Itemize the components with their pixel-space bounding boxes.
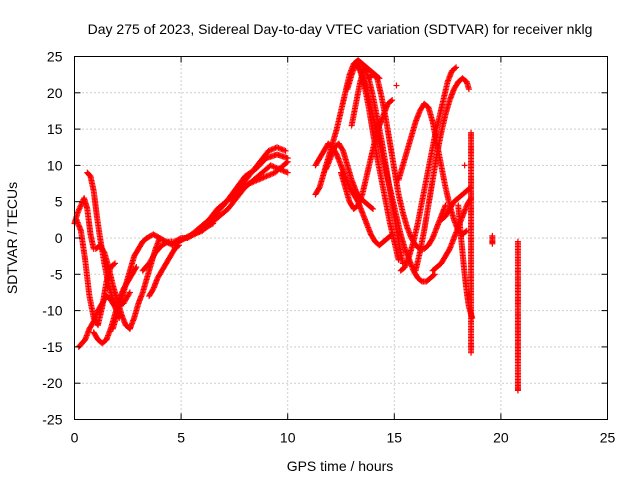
series-arc-31 (489, 232, 496, 247)
data-point (339, 146, 346, 153)
x-axis-tick-labels: 0 5 10 15 20 25 (71, 430, 616, 446)
data-point (389, 97, 396, 104)
series-isolated-1 (393, 82, 400, 89)
data-point (126, 290, 133, 297)
y-tick-label: -10 (42, 303, 62, 319)
y-tick-label: -25 (42, 412, 62, 428)
data-point (393, 82, 400, 89)
data-point (453, 64, 460, 71)
data-point (282, 147, 289, 154)
data-point (388, 97, 395, 104)
x-tick-label: 0 (71, 430, 79, 446)
y-axis-label: SDTVAR / TECUs (4, 182, 20, 294)
series-arc-30 (468, 129, 475, 356)
data-point (461, 162, 468, 169)
series-arc-32 (514, 238, 521, 394)
x-tick-label: 5 (177, 430, 185, 446)
series-arc-18 (323, 140, 376, 212)
y-tick-label: 10 (47, 157, 63, 173)
series-arc-14 (199, 151, 291, 231)
data-point (175, 242, 182, 249)
data-point (133, 264, 140, 271)
y-tick-label: -5 (50, 266, 63, 282)
series-isolated-2 (461, 162, 468, 169)
data-point (462, 228, 469, 235)
x-tick-label: 15 (387, 430, 403, 446)
series-arc-11 (146, 242, 182, 300)
x-axis-label: GPS time / hours (287, 458, 394, 474)
data-point (283, 159, 290, 166)
series-arc-22 (355, 60, 438, 285)
data-point (369, 205, 376, 212)
y-tick-label: 25 (47, 49, 63, 65)
data-point (465, 86, 472, 93)
y-axis-tick-labels: 25 20 15 10 5 0 -5 -10 -15 -20 -25 (42, 49, 62, 428)
x-tick-label: 10 (280, 430, 296, 446)
y-tick-label: 0 (55, 230, 63, 246)
data-point (431, 271, 438, 278)
y-tick-label: 20 (47, 85, 63, 101)
chart-title: Day 275 of 2023, Sidereal Day-to-day VTE… (88, 21, 593, 37)
series-arc-26 (412, 75, 472, 274)
series-arc-25 (397, 64, 460, 274)
data-point (315, 185, 322, 192)
data-point (174, 243, 181, 250)
y-tick-label: 5 (55, 194, 63, 210)
data-point (100, 248, 107, 255)
y-tick-label: 15 (47, 121, 63, 137)
data-point (368, 205, 375, 212)
data-point (514, 387, 521, 394)
y-tick-label: -20 (42, 375, 62, 391)
data-point (112, 260, 119, 267)
data-point (489, 240, 496, 247)
data-point (110, 261, 117, 268)
series-arc-15 (229, 158, 291, 205)
data-point (430, 272, 437, 279)
data-point (126, 289, 133, 296)
x-tick-label: 25 (600, 430, 616, 446)
axis-ticks (74, 56, 608, 420)
series-arc-23 (365, 71, 449, 252)
series-arc-07 (109, 235, 150, 332)
x-tick-label: 20 (493, 430, 509, 446)
data-point (284, 169, 291, 176)
data-points (71, 57, 521, 394)
data-point (452, 65, 459, 72)
y-tick-label: -15 (42, 339, 62, 355)
series-arc-05 (90, 264, 140, 347)
data-point (468, 349, 475, 356)
data-point (284, 158, 291, 165)
